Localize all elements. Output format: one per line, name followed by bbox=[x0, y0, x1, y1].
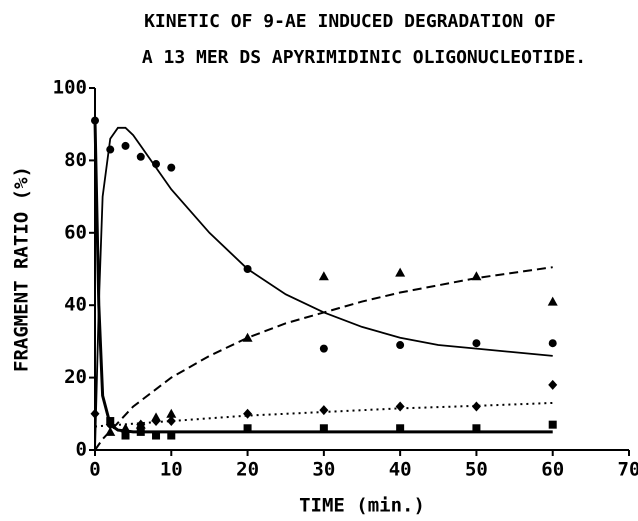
chart-title: KINETIC OF 9-AE INDUCED DEGRADATION OF bbox=[144, 11, 556, 32]
fit-curve bbox=[94, 266, 553, 451]
data-point bbox=[91, 116, 99, 125]
x-tick-label: 40 bbox=[389, 459, 412, 481]
data-point bbox=[471, 401, 481, 412]
data-point bbox=[166, 408, 177, 418]
data-point bbox=[121, 141, 130, 150]
data-point bbox=[472, 424, 481, 433]
data-point bbox=[318, 271, 329, 281]
data-point bbox=[242, 332, 253, 342]
data-point bbox=[106, 145, 115, 154]
y-tick-label: 40 bbox=[64, 294, 87, 316]
y-tick-label: 100 bbox=[53, 77, 87, 99]
y-tick-label: 0 bbox=[76, 439, 87, 461]
data-point bbox=[243, 424, 252, 433]
y-tick-label: 20 bbox=[64, 366, 87, 388]
data-point bbox=[136, 152, 145, 161]
data-point bbox=[548, 339, 557, 348]
chart-title: A 13 MER DS APYRIMIDINIC OLIGONUCLEOTIDE… bbox=[142, 47, 586, 68]
x-tick-label: 50 bbox=[465, 459, 488, 481]
data-point bbox=[243, 408, 253, 419]
y-tick-label: 60 bbox=[64, 221, 87, 243]
y-axis-label: FRAGMENT RATIO (%) bbox=[11, 166, 33, 372]
data-point bbox=[243, 265, 252, 273]
data-point bbox=[166, 416, 176, 427]
x-tick-label: 10 bbox=[160, 459, 183, 481]
data-point bbox=[319, 424, 328, 433]
data-point bbox=[396, 341, 405, 350]
x-tick-label: 0 bbox=[89, 459, 100, 481]
data-point bbox=[471, 271, 482, 281]
data-point bbox=[106, 417, 115, 426]
data-point bbox=[105, 426, 116, 436]
data-point bbox=[472, 339, 481, 348]
data-point bbox=[167, 431, 176, 440]
data-point bbox=[548, 379, 558, 390]
y-tick-label: 80 bbox=[64, 149, 87, 171]
data-point bbox=[167, 163, 176, 172]
x-tick-label: 60 bbox=[541, 459, 564, 481]
data-point bbox=[136, 427, 145, 436]
data-point bbox=[396, 424, 405, 433]
data-point bbox=[319, 405, 329, 416]
data-point bbox=[547, 296, 558, 306]
data-point bbox=[319, 344, 328, 353]
data-point bbox=[121, 431, 130, 440]
fit-curve bbox=[94, 126, 553, 451]
data-point bbox=[151, 416, 161, 427]
data-point bbox=[395, 267, 406, 277]
data-point bbox=[548, 420, 557, 429]
x-axis-label: TIME (min.) bbox=[299, 495, 425, 517]
data-point bbox=[395, 401, 405, 412]
data-point bbox=[152, 160, 161, 169]
x-tick-label: 70 bbox=[618, 459, 638, 481]
data-point bbox=[90, 408, 100, 419]
x-tick-label: 30 bbox=[312, 459, 335, 481]
data-point bbox=[152, 431, 161, 440]
data-point bbox=[136, 419, 146, 430]
x-tick-label: 20 bbox=[236, 459, 259, 481]
